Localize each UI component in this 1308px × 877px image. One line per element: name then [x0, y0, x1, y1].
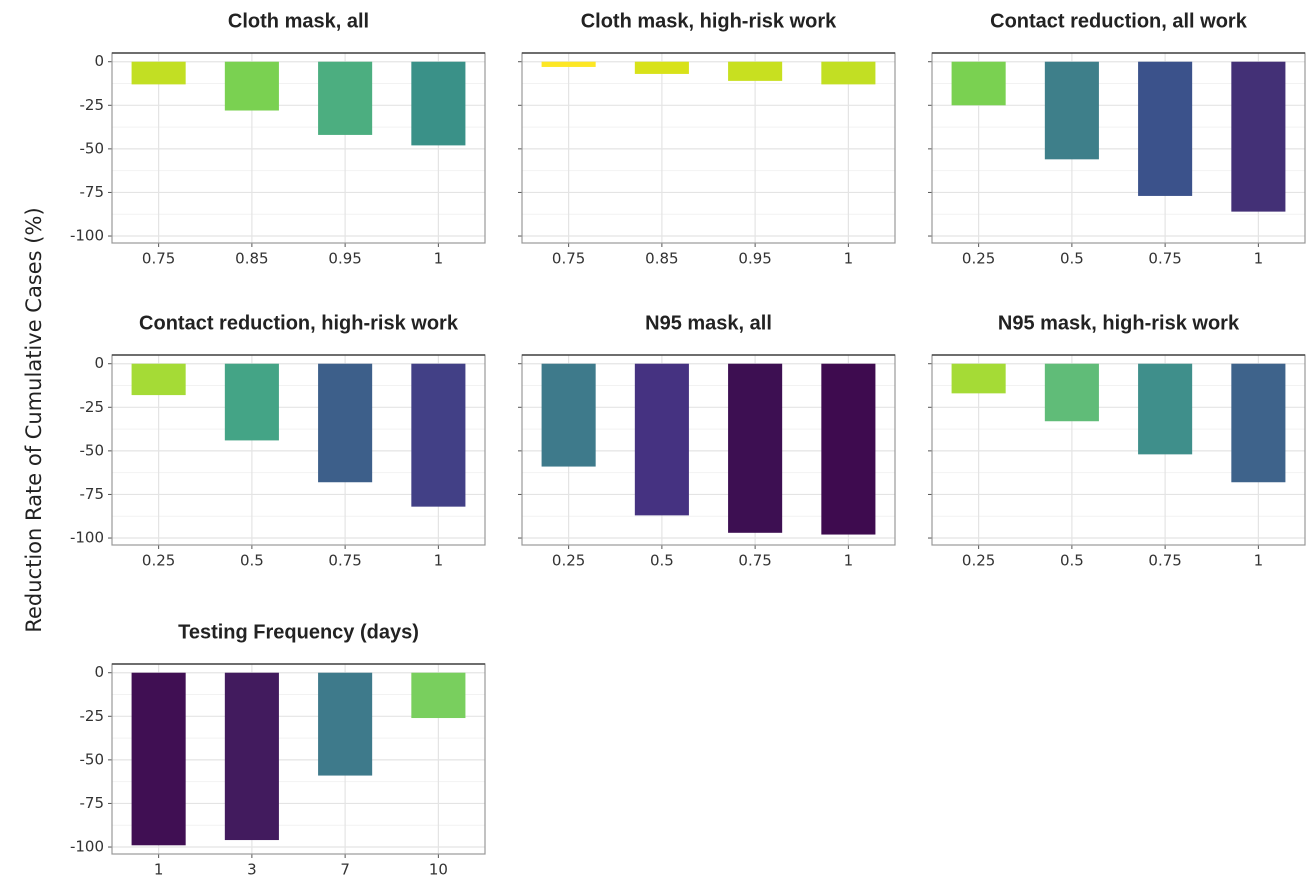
y-tick-label: -100 — [70, 529, 104, 547]
x-tick-label: 0.75 — [1148, 552, 1181, 570]
y-tick-label: -100 — [70, 838, 104, 856]
y-axis-label: Reduction Rate of Cumulative Cases (%) — [22, 207, 46, 632]
bar — [411, 61, 466, 146]
bar — [1044, 61, 1099, 160]
bar — [951, 61, 1006, 106]
chart-title: Cloth mask, all — [228, 10, 369, 32]
x-tick-label: 7 — [340, 861, 350, 877]
bar — [318, 61, 373, 135]
bar — [728, 61, 783, 81]
y-tick-label: -75 — [80, 794, 105, 812]
y-tick-label: -50 — [80, 139, 105, 157]
chart-title: Contact reduction, high-risk work — [139, 312, 459, 334]
x-tick-label: 0.75 — [328, 552, 361, 570]
bar — [728, 363, 783, 533]
x-tick-label: 1 — [434, 250, 444, 268]
y-tick-label: 0 — [94, 663, 104, 681]
x-tick-label: 1 — [844, 552, 854, 570]
y-tick-label: -50 — [80, 441, 105, 459]
x-tick-label: 0.5 — [240, 552, 264, 570]
bar — [951, 363, 1006, 394]
x-tick-label: 1 — [1254, 250, 1264, 268]
y-tick-label: -25 — [80, 707, 105, 725]
x-tick-label: 0.25 — [142, 552, 175, 570]
bar — [821, 61, 876, 85]
bar — [411, 672, 466, 719]
chart-title: N95 mask, high-risk work — [998, 312, 1240, 334]
x-tick-label: 1 — [1254, 552, 1264, 570]
bar — [131, 672, 186, 846]
bar — [224, 363, 279, 441]
x-tick-label: 0.75 — [142, 250, 175, 268]
y-tick-label: -25 — [80, 398, 105, 416]
y-tick-label: -75 — [80, 485, 105, 503]
x-tick-label: 0.5 — [650, 552, 674, 570]
x-tick-label: 0.85 — [645, 250, 678, 268]
x-tick-label: 0.75 — [738, 552, 771, 570]
chart-title: N95 mask, all — [645, 312, 772, 334]
bar — [821, 363, 876, 535]
x-tick-label: 10 — [429, 861, 448, 877]
chart-title: Cloth mask, high-risk work — [581, 10, 837, 32]
y-tick-label: -50 — [80, 750, 105, 768]
bar — [1044, 363, 1099, 422]
bar — [318, 363, 373, 483]
x-tick-label: 3 — [247, 861, 257, 877]
y-tick-label: -75 — [80, 183, 105, 201]
y-tick-label: -25 — [80, 96, 105, 114]
y-tick-label: 0 — [94, 52, 104, 70]
bar — [634, 61, 689, 74]
x-tick-label: 1 — [154, 861, 164, 877]
x-tick-label: 0.85 — [235, 250, 268, 268]
x-tick-label: 0.95 — [328, 250, 361, 268]
bar — [1138, 61, 1193, 196]
x-tick-label: 0.25 — [962, 250, 995, 268]
bar — [1138, 363, 1193, 455]
y-tick-label: 0 — [94, 354, 104, 372]
x-tick-label: 0.25 — [962, 552, 995, 570]
x-tick-label: 0.95 — [738, 250, 771, 268]
bar — [131, 61, 186, 85]
bar — [634, 363, 689, 516]
bar — [1231, 363, 1286, 483]
bar — [131, 363, 186, 396]
x-tick-label: 1 — [434, 552, 444, 570]
plot-background — [522, 53, 895, 243]
x-tick-label: 0.75 — [1148, 250, 1181, 268]
bar — [318, 672, 373, 776]
x-tick-label: 0.5 — [1060, 250, 1084, 268]
y-tick-label: -100 — [70, 227, 104, 245]
bar — [1231, 61, 1286, 212]
bar — [411, 363, 466, 507]
bar — [541, 363, 596, 467]
x-tick-label: 0.25 — [552, 552, 585, 570]
x-tick-label: 1 — [844, 250, 854, 268]
chart-title: Testing Frequency (days) — [178, 621, 419, 643]
bar — [224, 61, 279, 111]
bar — [224, 672, 279, 841]
chart-title: Contact reduction, all work — [990, 10, 1248, 32]
bar — [541, 61, 596, 67]
x-tick-label: 0.5 — [1060, 552, 1084, 570]
x-tick-label: 0.75 — [552, 250, 585, 268]
